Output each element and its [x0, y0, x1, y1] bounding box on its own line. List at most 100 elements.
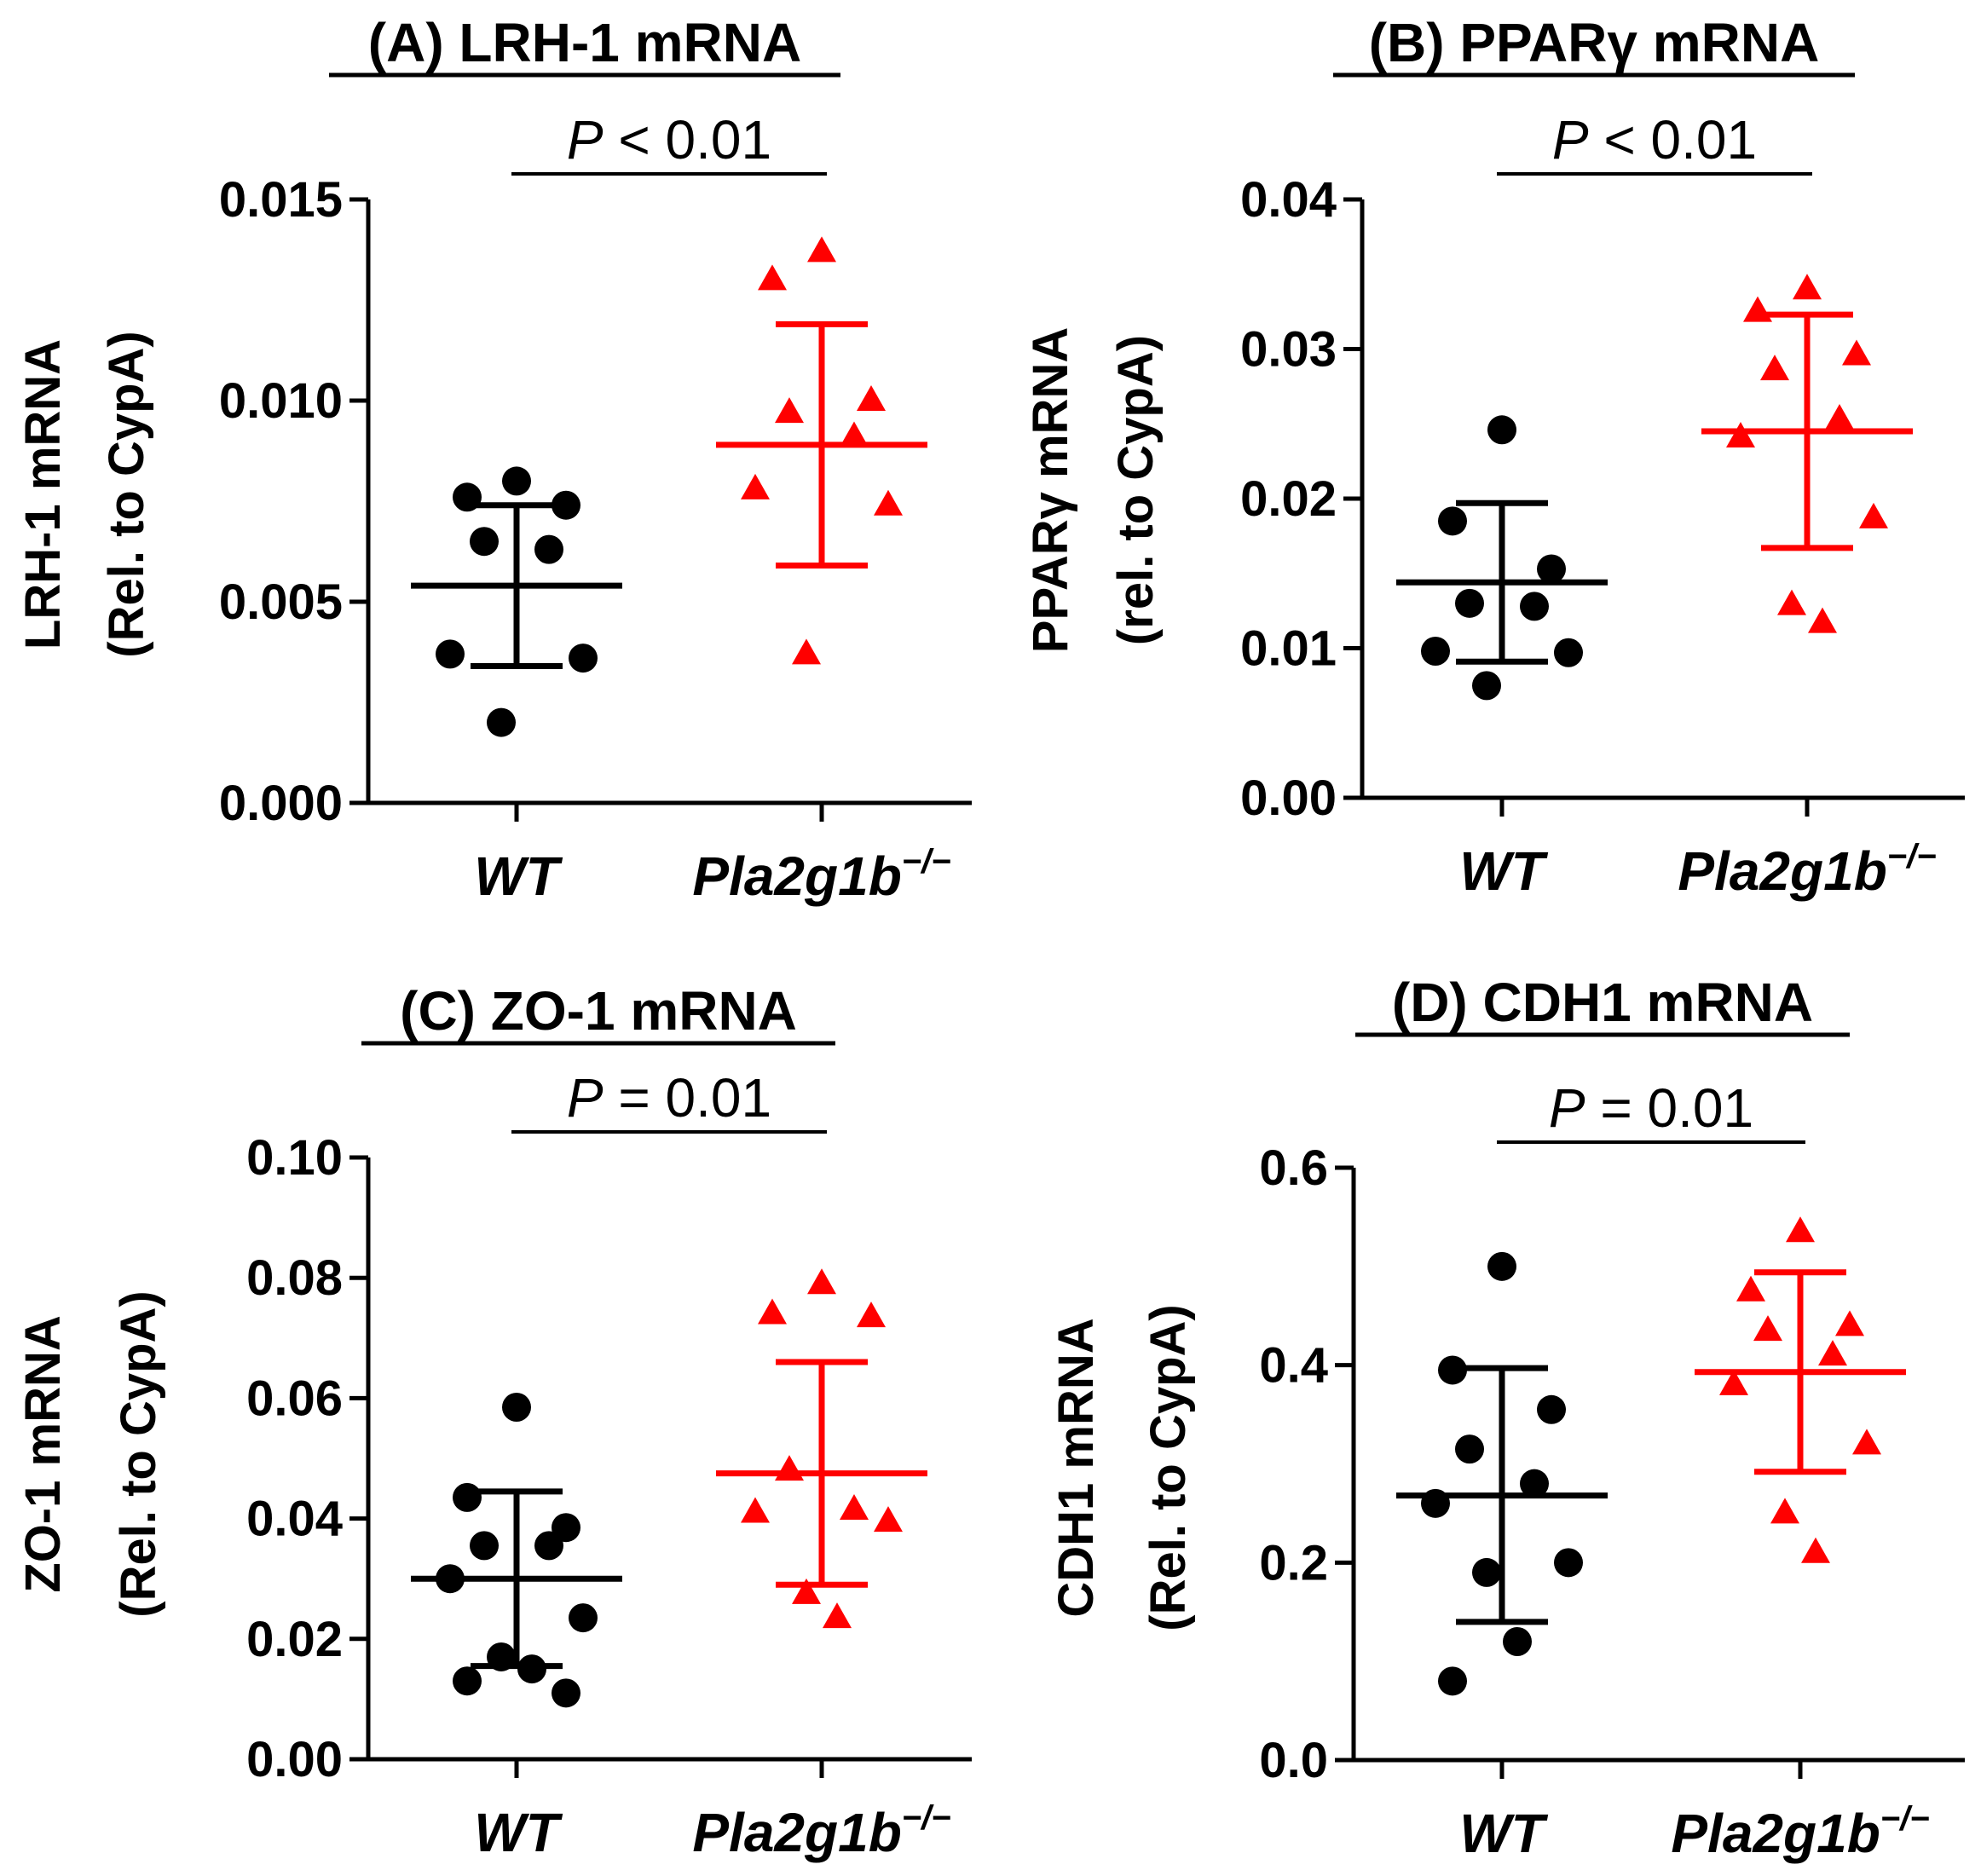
data-point-ko	[792, 1578, 821, 1604]
p-value-text: = 0.01	[1585, 1077, 1754, 1139]
category-superscript: −/−	[902, 843, 951, 880]
p-value-label: P = 0.01	[1549, 1077, 1753, 1139]
data-point-ko	[1736, 1275, 1765, 1302]
y-axis-label-unit: (Rel. to CypA)	[99, 331, 154, 657]
chart-panel-d: (D) CDH1 mRNA 0.0 0.2 0.4 0.6 CDH1 mRNA (Rel. …	[1048, 972, 1965, 1864]
y-tick-label: 0.4	[1259, 1338, 1328, 1394]
data-point-ko	[807, 236, 836, 263]
data-point-wt	[1438, 1666, 1467, 1696]
data-point-wt	[534, 534, 563, 564]
y-axis-label-unit: (rel. to CypA)	[1108, 335, 1164, 645]
y-axis-label-unit: (Rel. to CypA)	[111, 1290, 166, 1617]
p-value-text: < 0.01	[1589, 109, 1758, 170]
data-point-wt	[534, 1531, 563, 1561]
category-label: WT	[1459, 840, 1548, 902]
data-point-ko	[741, 473, 770, 499]
p-symbol: P	[567, 109, 604, 170]
data-point-ko	[857, 385, 886, 411]
data-point-ko	[840, 421, 869, 447]
data-point-ko	[1726, 422, 1755, 448]
data-point-wt	[552, 1513, 580, 1543]
category-label: Pla2g1b−/−	[1678, 838, 1936, 902]
data-point-ko	[1825, 403, 1854, 430]
y-tick-label: 0.02	[1240, 471, 1337, 527]
chart-panel-b: (B) PPARγ mRNA 0.00 0.01 0.02 0.03 0.04 PPARγ …	[1023, 12, 1965, 902]
y-tick-label: 0.015	[219, 172, 343, 228]
y-axis-label: PPARγ mRNA	[1023, 327, 1078, 653]
data-point-wt	[1503, 1627, 1532, 1656]
chart-panel-a: (A) LRH-1 mRNA 0.000 0.005 0.010 0.015 LRH-1 …	[15, 12, 972, 907]
category-label: WT	[474, 846, 563, 907]
data-point-ko	[1719, 1369, 1748, 1395]
data-point-wt	[517, 1654, 546, 1684]
data-point-wt	[1421, 637, 1450, 667]
data-point-wt	[1487, 415, 1516, 445]
data-point-wt	[453, 1666, 482, 1696]
category-name: Pla2g1b	[1671, 1803, 1880, 1864]
data-point-ko	[1842, 339, 1871, 366]
category-name: Pla2g1b	[692, 846, 901, 907]
category-name: WT	[474, 1802, 563, 1863]
y-tick-label: 0.005	[219, 574, 343, 630]
data-point-ko	[823, 1602, 852, 1629]
y-axis-label-unit: (Rel. to CypA)	[1141, 1304, 1196, 1631]
y-tick-label: 0.03	[1240, 322, 1337, 378]
data-point-ko	[1818, 1340, 1847, 1366]
category-name: Pla2g1b	[692, 1802, 901, 1863]
category-name: WT	[1459, 840, 1548, 902]
data-point-ko	[1852, 1429, 1881, 1455]
data-point-wt	[1554, 638, 1583, 667]
data-point-wt	[1537, 554, 1566, 584]
data-point-ko	[1801, 1537, 1830, 1563]
y-tick-label: 0.08	[246, 1250, 343, 1306]
category-label: WT	[1459, 1803, 1548, 1864]
data-point-wt	[552, 490, 580, 520]
data-point-ko	[1793, 274, 1822, 300]
category-label: Pla2g1b−/−	[692, 1799, 950, 1863]
data-point-ko	[741, 1497, 770, 1523]
data-point-wt	[1537, 1394, 1566, 1424]
p-value-text: = 0.01	[604, 1067, 772, 1128]
category-label: Pla2g1b−/−	[692, 843, 950, 907]
data-point-ko	[807, 1268, 836, 1295]
y-tick-label: 0.04	[1240, 172, 1337, 228]
p-value-label: P < 0.01	[1552, 109, 1757, 170]
data-point-ko	[1753, 1315, 1782, 1342]
data-point-ko	[857, 1302, 886, 1328]
chart-panel-c: (C) ZO-1 mRNA 0.00 0.02 0.04 0.06 0.08 0.10 ZO-…	[15, 980, 972, 1863]
data-point-wt	[1455, 1434, 1484, 1464]
data-point-wt	[1487, 1251, 1516, 1281]
data-point-wt	[453, 1482, 482, 1512]
p-value-text: < 0.01	[604, 109, 772, 170]
data-point-ko	[1835, 1310, 1864, 1336]
category-superscript: −/−	[1880, 1800, 1930, 1838]
p-value-label: P = 0.01	[567, 1067, 771, 1128]
panel-title: (B) PPARγ mRNA	[1369, 12, 1820, 73]
data-point-wt	[470, 1531, 499, 1561]
panel-title: (D) CDH1 mRNA	[1392, 972, 1813, 1033]
category-name: WT	[1459, 1803, 1548, 1864]
data-point-wt	[1472, 671, 1501, 701]
y-tick-label: 0.0	[1259, 1733, 1328, 1788]
data-point-ko	[792, 638, 821, 665]
y-tick-label: 0.000	[219, 776, 343, 831]
y-tick-label: 0.00	[246, 1732, 343, 1787]
data-point-ko	[1777, 589, 1806, 615]
y-tick-label: 0.06	[246, 1371, 343, 1426]
data-point-ko	[758, 1298, 787, 1325]
y-tick-label: 0.04	[246, 1492, 343, 1547]
data-point-ko	[874, 489, 903, 516]
p-symbol: P	[1552, 109, 1589, 170]
data-point-ko	[775, 1455, 804, 1481]
category-name: Pla2g1b	[1678, 840, 1886, 902]
data-point-wt	[569, 644, 598, 673]
category-superscript: −/−	[1887, 838, 1937, 875]
data-point-ko	[874, 1506, 903, 1533]
p-value-label: P < 0.01	[567, 109, 771, 170]
category-label: Pla2g1b−/−	[1671, 1800, 1929, 1864]
data-point-wt	[1472, 1557, 1501, 1587]
data-point-wt	[487, 707, 516, 737]
category-label: WT	[474, 1802, 563, 1863]
y-axis-label: ZO-1 mRNA	[15, 1315, 71, 1592]
